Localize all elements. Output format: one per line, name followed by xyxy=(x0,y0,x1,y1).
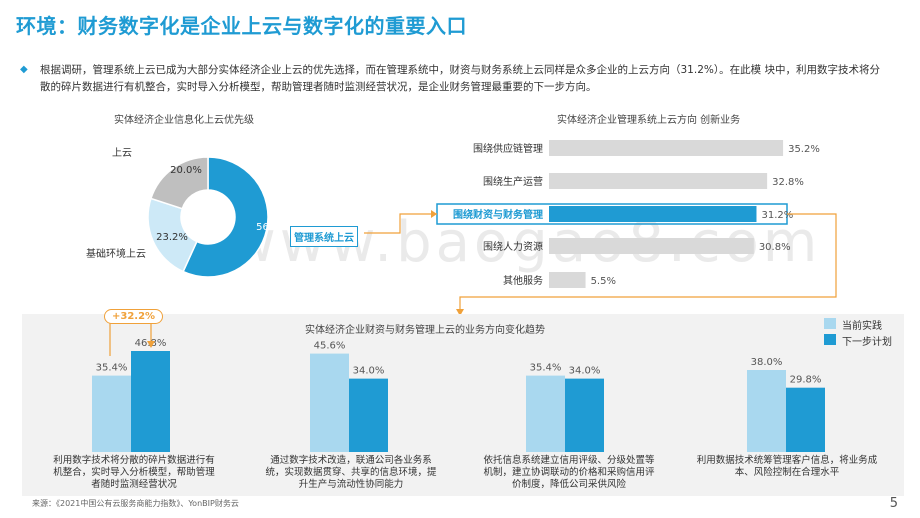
pie-label-infra: 基础环境上云 xyxy=(86,249,146,260)
connector-arrow xyxy=(431,210,437,218)
hbar-category-label: 围绕供应链管理 xyxy=(473,142,543,155)
trend-bar xyxy=(92,375,131,452)
pie-value-label: 56.8% xyxy=(256,222,288,233)
trend-category-3: 依托信息系统建立信用评级、分级处置等机制，建立协调联动的价格和采购信用评价制度，… xyxy=(483,455,655,490)
hbar xyxy=(549,140,784,156)
connector-arrow-down xyxy=(456,309,464,316)
trend-value-label: 35.4% xyxy=(96,363,128,374)
page-title: 环境：财务数字化是企业上云与数字化的重要入口 xyxy=(16,14,467,38)
trend-category-2: 通过数字技术改造，联通公司各业务系统，实现数据贯穿、共享的信息环境，提升生产与流… xyxy=(265,455,437,490)
trend-bar xyxy=(786,387,825,452)
pie-chart-title: 实体经济企业信息化上云优先级 xyxy=(114,115,254,126)
hbar xyxy=(549,173,768,189)
hbar xyxy=(549,238,754,254)
pie-chart: 56.8% 23.2% 20.0% xyxy=(147,156,288,278)
legend-label-next: 下一步计划 xyxy=(842,337,892,348)
hbar xyxy=(549,206,757,222)
growth-badge: +32.2% xyxy=(104,309,164,324)
trend-bar xyxy=(565,378,604,452)
bullet-diamond-icon: ◆ xyxy=(20,64,28,75)
pie-label-management-system: 管理系统上云 xyxy=(290,226,358,247)
legend-label-current: 当前实践 xyxy=(842,321,882,332)
trend-bar xyxy=(131,351,170,452)
pie-value-label: 20.0% xyxy=(170,165,202,176)
hbar-category-label: 围绕人力资源 xyxy=(483,240,543,253)
trend-bar xyxy=(747,369,786,452)
source-note: 来源：《2021中国公有云服务商能力指数》、YonBIP财务云 xyxy=(32,499,239,508)
trend-value-label: 29.8% xyxy=(790,375,822,386)
hbar-value-label: 35.2% xyxy=(788,144,820,155)
hbar-value-label: 5.5% xyxy=(591,276,616,287)
pie-slice xyxy=(182,156,269,278)
hbar-chart-title: 实体经济企业管理系统上云方向 创新业务 xyxy=(557,115,741,126)
hbar-value-label: 30.8% xyxy=(759,242,791,253)
growth-arrow xyxy=(147,341,155,348)
hbar xyxy=(549,272,586,288)
legend-swatch-current xyxy=(824,318,836,329)
pie-value-label: 23.2% xyxy=(156,232,188,243)
trend-bar xyxy=(310,353,349,452)
trend-value-label: 45.6% xyxy=(314,341,346,352)
trend-chart-title: 实体经济企业财资与财务管理上云的业务方向变化趋势 xyxy=(305,325,545,336)
page-number: 5 xyxy=(889,496,898,511)
hbar-category-label: 围绕财资与财务管理 xyxy=(453,208,543,221)
legend-swatch-next xyxy=(824,334,836,345)
trend-value-label: 35.4% xyxy=(530,363,562,374)
hbar-value-label: 32.8% xyxy=(772,177,804,188)
trend-category-1: 利用数字技术将分散的碎片数据进行有机整合，实时导入分析模型，帮助管理者随时监测经… xyxy=(53,455,215,490)
trend-bar xyxy=(349,378,388,452)
pie-slice xyxy=(149,156,209,210)
trend-category-4: 利用数据技术统筹管理客户信息，将业务成本、风险控制在合理水平 xyxy=(696,455,878,478)
trend-value-label: 38.0% xyxy=(751,357,783,368)
pie-label-cloud: 上云 xyxy=(112,148,132,159)
connector-line-down xyxy=(459,213,837,312)
trend-bar xyxy=(526,375,565,452)
trend-value-label: 34.0% xyxy=(569,366,601,377)
hbar-category-label: 围绕生产运营 xyxy=(483,175,543,188)
hbar-category-label: 其他服务 xyxy=(503,274,543,287)
intro-paragraph: 根据调研，管理系统上云已成为大部分实体经济企业上云的优先选择，而在管理系统中，财… xyxy=(40,64,880,93)
hbar-value-label: 31.2% xyxy=(761,210,793,221)
connector-line xyxy=(364,213,437,234)
trend-value-label: 34.0% xyxy=(353,366,385,377)
